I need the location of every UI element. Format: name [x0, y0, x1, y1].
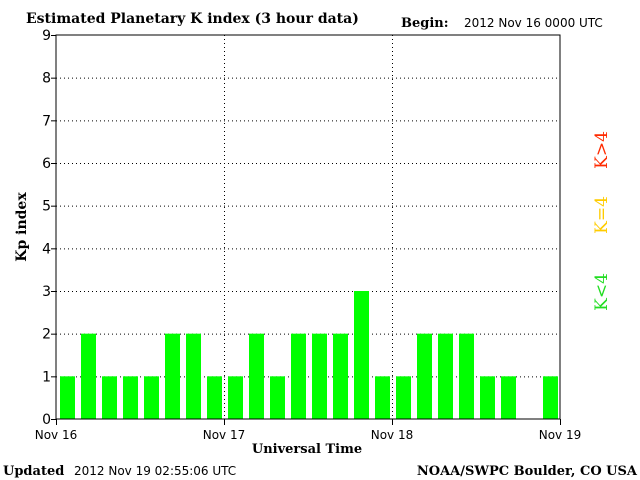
kp-bar [396, 376, 411, 419]
plot-frame [55, 34, 561, 420]
kp-bar [165, 333, 180, 419]
y-axis-label: Kp index [14, 192, 30, 262]
kp-bar [270, 376, 285, 419]
y-tick-labels: 0 1 2 3 4 5 6 7 8 9 [42, 28, 51, 428]
kp-bar [291, 333, 306, 419]
kp-bar [102, 376, 117, 419]
legend-k-above-4: K>4 [592, 131, 612, 169]
kp-bar [480, 376, 495, 419]
begin-label: Begin: [401, 16, 449, 31]
y-tick-label: 7 [42, 113, 51, 129]
kp-bar [249, 333, 264, 419]
kp-bar [123, 376, 138, 419]
x-tick-label: Nov 18 [371, 428, 414, 442]
updated-label: Updated [3, 464, 64, 479]
y-tick-label: 0 [42, 412, 51, 428]
y-tick-label: 6 [42, 156, 51, 172]
y-tick-label: 1 [42, 369, 51, 385]
x-tick-label: Nov 16 [35, 428, 78, 442]
kp-bar [417, 333, 432, 419]
kp-bar [186, 333, 201, 419]
x-axis-label: Universal Time [252, 442, 362, 457]
x-tick-label: Nov 19 [539, 428, 582, 442]
y-tick-label: 2 [42, 327, 51, 343]
y-tick-label: 4 [42, 241, 51, 257]
kp-bar [438, 333, 453, 419]
x-tick-labels: Nov 16 Nov 17 Nov 18 Nov 19 [35, 428, 582, 442]
kp-bar [459, 333, 474, 419]
x-tick-label: Nov 17 [203, 428, 246, 442]
kp-bar [207, 376, 222, 419]
y-tick-label: 9 [42, 28, 51, 44]
kp-bar [60, 376, 75, 419]
y-tick-label: 5 [42, 199, 51, 215]
bar-series [60, 291, 558, 419]
kp-bar [312, 333, 327, 419]
grid-lines [51, 35, 561, 425]
legend-k-equal-4: K=4 [592, 196, 612, 234]
kp-bar [81, 333, 96, 419]
kp-bar [354, 291, 369, 419]
kp-bar [375, 376, 390, 419]
kp-bar [543, 376, 558, 419]
source-credit: NOAA/SWPC Boulder, CO USA [417, 464, 638, 479]
legend-k-below-4: K<4 [592, 273, 612, 311]
y-tick-label: 8 [42, 71, 51, 87]
begin-value: 2012 Nov 16 0000 UTC [464, 16, 603, 30]
y-tick-label: 3 [42, 284, 51, 300]
kp-bar [333, 333, 348, 419]
kp-bar [228, 376, 243, 419]
updated-value: 2012 Nov 19 02:55:06 UTC [74, 464, 236, 478]
kp-bar [501, 376, 516, 419]
kp-bar [144, 376, 159, 419]
chart-title: Estimated Planetary K index (3 hour data… [26, 11, 359, 27]
